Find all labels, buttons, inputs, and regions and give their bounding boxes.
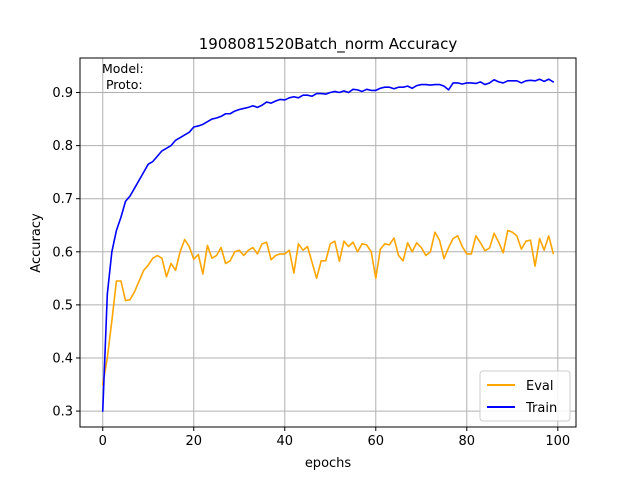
x-tick-label: 40 — [276, 434, 293, 449]
x-tick-label: 60 — [368, 434, 385, 449]
x-tick-label: 20 — [185, 434, 202, 449]
y-tick-label: 0.7 — [52, 192, 73, 207]
x-tick-label: 100 — [545, 434, 570, 449]
y-tick-label: 0.4 — [52, 351, 73, 366]
proto-annotation: Proto: — [102, 77, 143, 92]
plot-series — [101, 78, 555, 412]
legend: Eval Train — [479, 370, 571, 422]
legend-train-label: Train — [525, 401, 557, 416]
legend-box — [479, 370, 571, 422]
y-axis-label: Accuracy — [29, 213, 44, 273]
y-tick-label: 0.6 — [52, 245, 73, 260]
y-tick-label: 0.5 — [52, 298, 73, 313]
y-tick-label: 0.8 — [52, 139, 73, 154]
y-tick-label: 0.3 — [52, 405, 73, 420]
x-axis-label: epochs — [305, 456, 352, 471]
axis-ticks: 0 20 40 60 80 100 0.3 0.4 0.5 0.6 0.7 0.8 0.9 — [52, 86, 570, 449]
x-tick-label: 0 — [99, 434, 107, 449]
model-annotation: Model: — [102, 61, 144, 76]
y-tick-label: 0.9 — [52, 86, 73, 101]
series-line-eval — [101, 229, 555, 386]
legend-eval-label: Eval — [526, 379, 554, 394]
chart-title: 1908081520Batch_norm Accuracy — [199, 35, 458, 54]
plot-frame — [79, 57, 577, 428]
series-line-train — [101, 78, 555, 412]
x-tick-label: 80 — [459, 434, 476, 449]
